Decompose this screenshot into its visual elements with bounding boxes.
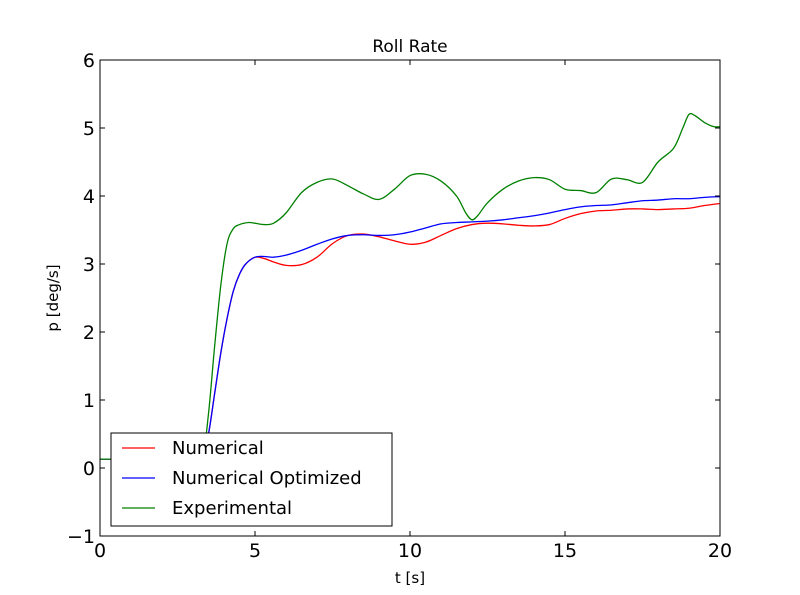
y-tick-label: 5 — [83, 118, 95, 140]
legend-label-3: Experimental — [172, 498, 292, 519]
legend-box — [110, 432, 393, 527]
chart-title: Roll Rate — [372, 37, 447, 57]
x-axis-label: t [s] — [395, 569, 425, 587]
y-tick-label: 2 — [83, 322, 95, 344]
plot-frame — [99, 59, 721, 537]
x-tick-label: 15 — [553, 540, 577, 562]
y-tick-label: 4 — [83, 186, 95, 208]
series-group — [99, 112, 721, 463]
y-tick-label: 1 — [83, 390, 95, 412]
y-tick-label: −1 — [67, 526, 95, 548]
series-line-2 — [99, 196, 721, 462]
x-tick-label: 10 — [398, 540, 422, 562]
x-tick-label: 5 — [249, 540, 261, 562]
series-line-3 — [99, 112, 721, 463]
legend-label-2: Numerical Optimized — [172, 468, 362, 489]
y-axis-label: p [deg/s] — [44, 264, 62, 331]
y-tick-label: 6 — [83, 50, 95, 72]
x-tick-label: 0 — [94, 540, 106, 562]
y-tick-label: 0 — [83, 458, 95, 480]
legend: Numerical Numerical Optimized Experimental — [110, 432, 393, 527]
x-tick-label: 20 — [708, 540, 732, 562]
legend-label-1: Numerical — [172, 438, 264, 459]
y-tick-label: 3 — [83, 254, 95, 276]
